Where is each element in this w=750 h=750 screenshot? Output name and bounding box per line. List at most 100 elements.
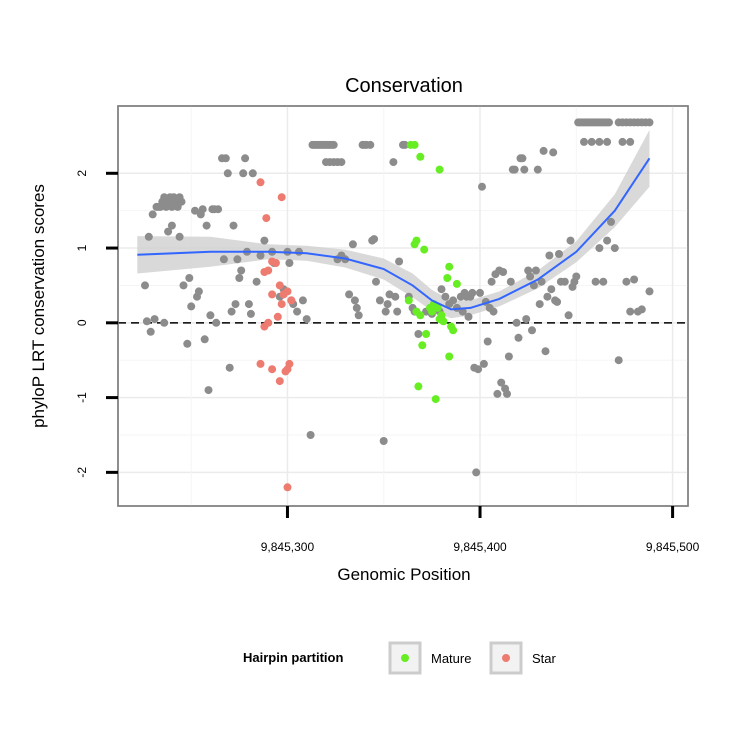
point-other-112	[391, 292, 400, 301]
point-other-42	[219, 255, 228, 264]
point-mature-6	[412, 236, 421, 245]
point-other-216	[595, 137, 604, 146]
point-other-222	[599, 277, 608, 286]
point-star-10	[283, 287, 292, 296]
point-star-15	[273, 312, 282, 321]
x-axis-title: Genomic Position	[337, 565, 470, 584]
point-other-4	[148, 210, 157, 219]
confidence-band	[137, 129, 650, 319]
point-other-176	[547, 285, 556, 294]
point-other-168	[531, 266, 540, 275]
point-other-53	[241, 154, 250, 163]
point-other-1	[142, 317, 151, 326]
point-other-102	[366, 140, 375, 149]
point-other-23	[175, 232, 184, 241]
point-other-145	[487, 277, 496, 286]
point-other-98	[354, 311, 363, 320]
point-other-48	[231, 300, 240, 309]
point-other-44	[223, 169, 232, 178]
point-other-182	[560, 277, 569, 286]
point-star-6	[271, 259, 280, 267]
point-other-231	[637, 305, 646, 314]
point-star-21	[281, 367, 290, 376]
point-other-97	[352, 303, 361, 312]
point-other-94	[345, 290, 354, 299]
point-other-5	[150, 315, 159, 324]
point-other-28	[191, 206, 199, 215]
point-other-177	[549, 148, 558, 157]
point-other-59	[256, 251, 265, 260]
point-other-22	[167, 221, 176, 230]
point-star-0	[256, 178, 265, 187]
point-other-24	[179, 281, 188, 290]
point-other-204	[605, 118, 613, 127]
point-mature-15	[431, 395, 440, 404]
point-other-172	[539, 146, 548, 155]
point-mature-2	[416, 152, 425, 161]
point-other-66	[285, 259, 294, 267]
point-other-108	[381, 307, 390, 316]
plot-border	[117, 105, 689, 507]
point-other-46	[227, 307, 236, 316]
point-other-127	[449, 296, 458, 305]
point-mature-3	[435, 165, 444, 174]
y-axis-title: phyloP LRT conservation scores	[29, 184, 48, 428]
point-other-95	[348, 240, 357, 249]
point-other-58	[252, 277, 261, 286]
point-star-14	[277, 300, 286, 309]
y-tick-label-4: 2	[75, 170, 89, 177]
point-other-162	[520, 165, 529, 174]
legend-item-mature: Mature	[388, 641, 471, 675]
point-mature-11	[422, 330, 431, 338]
point-other-85	[329, 140, 338, 149]
point-star-13	[260, 322, 269, 331]
point-other-56	[246, 309, 255, 318]
point-mature-9	[418, 341, 427, 350]
x-tick-label-1: 9,845,400	[453, 540, 507, 554]
point-other-163	[522, 315, 531, 324]
point-other-228	[626, 307, 635, 316]
point-other-159	[514, 333, 523, 342]
legend-dot-mature	[401, 654, 409, 662]
point-other-137	[472, 468, 481, 477]
point-mature-13	[427, 307, 436, 316]
point-other-135	[468, 288, 477, 297]
x-tick-label-2: 9,845,500	[646, 540, 700, 554]
y-tick-label-1: -1	[75, 392, 89, 403]
point-other-183	[564, 311, 573, 320]
point-other-143	[483, 337, 492, 346]
point-other-213	[645, 118, 654, 127]
point-other-227	[622, 277, 631, 286]
point-other-175	[545, 251, 554, 260]
smooth-trend-line	[137, 157, 651, 311]
point-other-154	[504, 352, 513, 361]
point-mature-16	[433, 303, 442, 312]
point-mature-20	[443, 274, 452, 282]
point-other-217	[603, 137, 612, 146]
chart-title: Conservation	[345, 75, 463, 97]
point-other-151	[499, 268, 508, 276]
point-other-69	[293, 307, 302, 316]
point-other-30	[194, 287, 203, 296]
point-other-51	[237, 266, 246, 275]
point-star-1	[262, 214, 271, 223]
point-other-52	[239, 169, 248, 178]
point-other-150	[497, 378, 506, 387]
point-other-32	[198, 205, 207, 214]
point-other-27	[187, 302, 196, 311]
point-other-220	[591, 277, 600, 286]
point-other-90	[337, 158, 346, 167]
point-other-71	[298, 296, 307, 305]
point-other-184	[566, 236, 575, 245]
plot-panel	[117, 105, 689, 507]
legend-title: Hairpin partition	[243, 650, 343, 665]
point-other-166	[528, 326, 536, 335]
legend-label-star: Star	[532, 651, 557, 666]
point-other-153	[503, 389, 511, 398]
point-other-72	[302, 315, 311, 324]
point-other-141	[479, 359, 488, 368]
point-star-16	[256, 359, 265, 368]
x-tick-label-0: 9,845,300	[261, 540, 315, 554]
point-other-169	[533, 165, 542, 174]
